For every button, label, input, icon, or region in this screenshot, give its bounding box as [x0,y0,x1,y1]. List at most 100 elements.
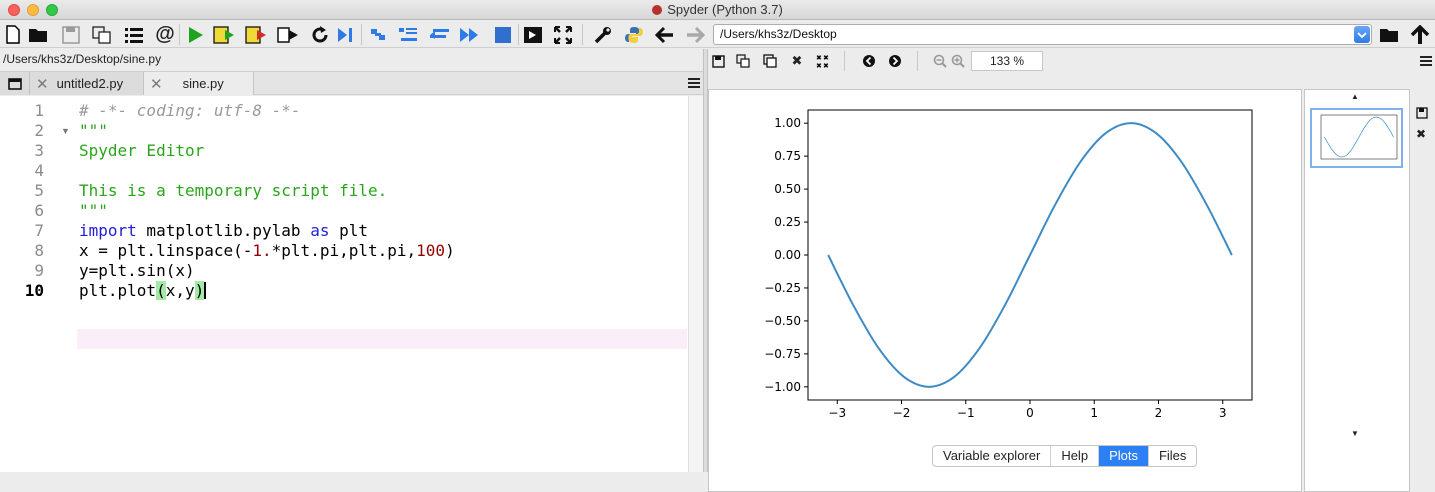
save-plot-icon[interactable] [709,52,727,70]
save-thumbnail-icon[interactable] [1416,107,1428,122]
save-file-icon[interactable] [60,24,82,45]
zoom-in-icon[interactable] [949,52,967,70]
remove-thumbnail-icon[interactable]: ✖ [1416,127,1427,141]
line-number-gutter: 1 2 ▼ 3 4 5 6 7 8 9 10 [0,96,76,472]
close-all-plots-icon[interactable]: ✖ ✖ ✖ ✖ [814,52,832,70]
step-return-icon[interactable] [429,24,451,45]
line-number: 5 [34,181,44,200]
browse-tabs-button[interactable] [0,72,30,95]
window-titlebar: Spyder (Python 3.7) [0,0,1435,20]
svg-text:✖: ✖ [816,62,822,69]
save-all-icon[interactable] [91,24,113,45]
tab-help[interactable]: Help [1051,446,1100,466]
new-file-icon[interactable] [2,24,24,45]
y-tick-label: 0.00 [774,248,801,262]
pane-splitter[interactable] [703,49,708,472]
working-directory-combo[interactable]: /Users/khs3z/Desktop [713,24,1372,45]
svg-text:✖: ✖ [816,54,822,62]
plots-toolbar: ✖ ✖ ✖ ✖ ✖ 133 % [708,49,1435,73]
code-line-5: This is a temporary script file. [79,181,388,200]
plot-thumbnail[interactable] [1310,108,1403,168]
code-line-6: """ [79,201,108,220]
preferences-icon[interactable] [592,24,614,45]
sine-chart: −3 −2 −1 0 1 2 3 1.00 0.75 0.50 0.25 0.00 −0.25 −0.50… [764,109,1253,420]
close-tab-icon[interactable]: ✕ [36,75,49,93]
line-number: 4 [34,161,44,180]
save-all-plots-icon[interactable] [734,52,752,70]
editor-file-path: /Users/khs3z/Desktop/sine.py [3,52,162,66]
plots-options-menu-icon[interactable] [1420,53,1432,69]
line-number-current: 10 [24,281,44,300]
tab-files[interactable]: Files [1158,448,1187,463]
next-plot-icon[interactable] [886,52,904,70]
number-literal: 100 [416,241,446,260]
at-icon[interactable]: @ [155,23,175,45]
zoom-window-button[interactable] [46,4,58,16]
working-directory-dropdown-button[interactable] [1354,26,1370,43]
chevron-down-icon [1357,31,1367,38]
main-toolbar: @ [0,21,1435,48]
line-number: 8 [34,241,44,260]
run-cell-advance-icon[interactable] [245,24,267,45]
thumb-scroll-down-icon[interactable]: ▼ [1351,429,1359,438]
rerun-icon[interactable] [309,24,331,45]
python-path-icon[interactable] [623,24,645,45]
matched-paren-close: ) [194,281,205,300]
code-line-8: x = plt.linspace(-1.*plt.pi,plt.pi,100) [79,241,455,261]
stop-debug-icon[interactable] [492,24,514,45]
run-selection-icon[interactable] [277,24,299,45]
step-icon[interactable] [367,24,389,45]
editor-options-menu-icon[interactable] [688,75,700,91]
sine-series-line [1324,116,1394,158]
zoom-out-icon[interactable] [931,52,949,70]
close-window-button[interactable] [8,4,20,16]
code-editor[interactable]: 1 2 ▼ 3 4 5 6 7 8 9 10 # -*- coding: utf… [0,96,703,472]
continue-debug-icon[interactable] [459,24,481,45]
thumb-scroll-up-icon[interactable]: ▲ [1351,92,1359,101]
tab-sine[interactable]: ✕ sine.py [144,72,254,95]
step-into-icon[interactable] [397,24,419,45]
editor-scrollbar[interactable] [688,96,703,472]
forward-icon[interactable] [684,24,706,45]
y-tick-label: 1.00 [774,116,801,130]
debug-icon[interactable] [335,24,357,45]
line-number: 2 [34,121,44,140]
y-tick-label: 0.25 [774,215,801,229]
zoom-level-field[interactable]: 133 % [971,51,1043,71]
sine-series-line [827,122,1233,388]
maximize-pane-icon[interactable] [522,24,544,45]
parent-directory-icon[interactable] [1409,24,1431,45]
fold-arrow-icon[interactable]: ▼ [61,126,70,136]
window-icon [7,77,22,90]
x-tick-label: 3 [1219,406,1227,420]
line-number: 6 [34,201,44,220]
plot-axes-frame [1320,114,1398,160]
plot-figure-area[interactable]: −3 −2 −1 0 1 2 3 1.00 0.75 0.50 0.25 0.00 −0.25 −0.50… [708,89,1302,492]
minimize-window-button[interactable] [27,4,39,16]
keyword-as: as [310,221,330,240]
code-line-2: """ [79,121,108,140]
y-tick-label: −0.25 [764,281,801,295]
tab-variable-explorer[interactable]: Variable explorer [933,446,1052,466]
module-alias: plt [329,221,368,240]
run-cell-icon[interactable] [213,24,235,45]
window-title: Spyder (Python 3.7) [667,2,783,17]
fullscreen-icon[interactable] [552,24,574,45]
plot-thumbnail-panel: ▲ ▼ [1304,89,1410,492]
back-icon[interactable] [654,24,676,45]
copy-plot-icon[interactable] [761,52,779,70]
file-list-icon[interactable] [123,24,145,45]
toolbar-separator [917,51,918,71]
tab-untitled2[interactable]: ✕ untitled2.py [30,72,144,95]
close-plot-icon[interactable]: ✖ [791,53,803,68]
text-caret [204,282,207,299]
tab-plots[interactable]: Plots [1099,446,1149,466]
x-tick-label: −1 [957,406,975,420]
open-file-icon[interactable] [28,24,50,45]
matched-paren-open: ( [156,281,166,300]
close-tab-icon[interactable]: ✕ [150,75,163,93]
previous-plot-icon[interactable] [860,52,878,70]
run-icon[interactable] [184,24,206,45]
module-name: matplotlib.pylab [136,221,311,240]
browse-directory-icon[interactable] [1379,24,1401,45]
